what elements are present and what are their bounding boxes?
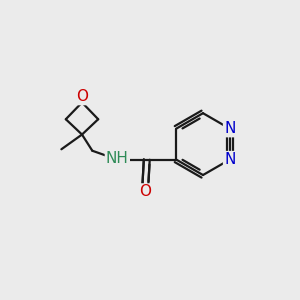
- Text: N: N: [224, 152, 236, 167]
- Text: O: O: [76, 89, 88, 104]
- Text: N: N: [224, 121, 236, 136]
- Text: O: O: [139, 184, 151, 200]
- Text: NH: NH: [106, 151, 129, 166]
